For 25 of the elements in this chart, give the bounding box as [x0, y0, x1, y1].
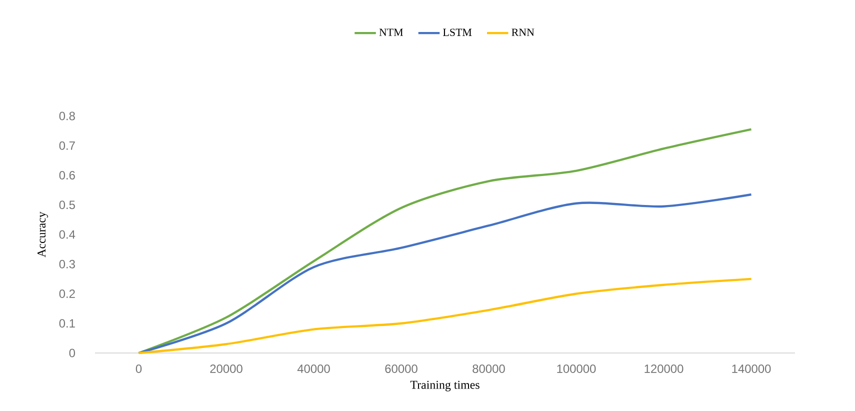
y-axis-title: Accuracy	[38, 212, 48, 258]
y-tick-label: 0.4	[59, 230, 76, 239]
y-tick-label: 0.6	[59, 171, 75, 180]
legend-label: RNN	[512, 28, 534, 36]
x-tick-label: 60000	[385, 364, 418, 373]
x-tick-label: 80000	[472, 364, 505, 373]
y-tick-label: 0.5	[59, 200, 75, 210]
x-tick-label: 0	[136, 364, 142, 373]
x-tick-label: 100000	[557, 364, 596, 373]
line-series	[138, 278, 752, 354]
y-tick-label: 0.3	[59, 260, 75, 268]
legend-label: NTM	[379, 28, 404, 36]
y-tick-label: 0.1	[59, 319, 75, 328]
y-tick-label: 0.7	[59, 141, 75, 150]
y-tick-label: 0.8	[59, 112, 75, 120]
x-axis-title: Training times	[410, 380, 480, 392]
x-tick-label: 120000	[644, 364, 684, 373]
line-series	[138, 128, 752, 354]
line-series	[138, 193, 752, 354]
x-tick-label: 140000	[732, 364, 771, 373]
y-tick-label: 0	[69, 348, 76, 358]
legend-label: LSTM	[443, 28, 472, 36]
x-tick-label: 40000	[297, 364, 330, 373]
x-tick-label: 20000	[210, 364, 242, 373]
y-tick-label: 0.2	[59, 290, 75, 298]
